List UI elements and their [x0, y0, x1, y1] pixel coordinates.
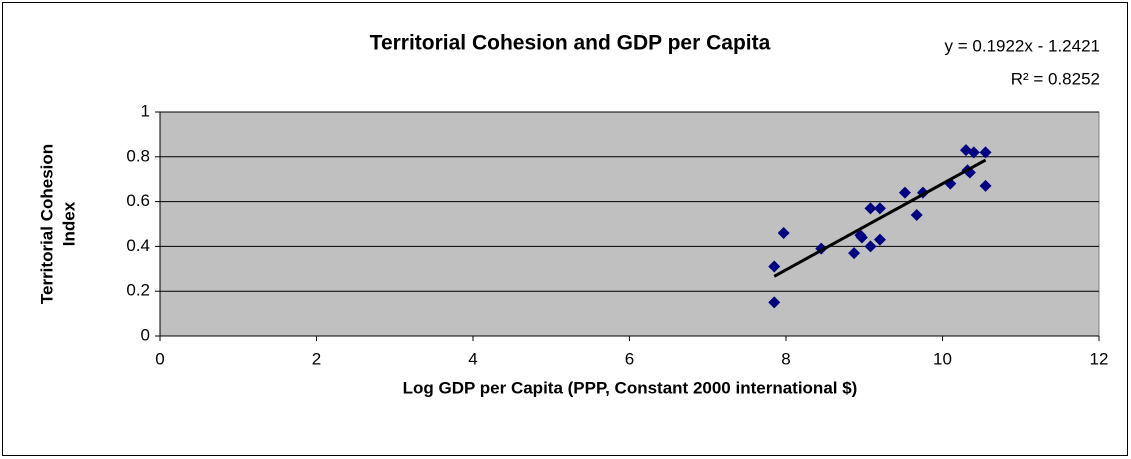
point — [979, 146, 992, 159]
point — [848, 247, 861, 260]
trend-equation: y = 0.1922x - 1.2421 — [945, 36, 1100, 55]
trend-r2: R² = 0.8252 — [1011, 69, 1100, 88]
y-axis-title: Index — [59, 201, 78, 246]
point — [768, 296, 781, 309]
x-tick-label: 2 — [312, 349, 321, 368]
y-tick-label: 1 — [141, 101, 150, 120]
y-tick-label: 0.2 — [126, 281, 150, 300]
x-tick-label: 0 — [155, 349, 164, 368]
point — [777, 226, 790, 239]
trendline — [773, 158, 987, 278]
point — [910, 209, 923, 222]
y-tick-label: 0.8 — [126, 146, 150, 165]
x-tick-label: 8 — [781, 349, 790, 368]
point — [873, 202, 886, 215]
point — [768, 260, 781, 273]
x-tick-label: 4 — [468, 349, 477, 368]
point — [864, 202, 877, 215]
point — [855, 231, 868, 244]
x-tick-label: 6 — [625, 349, 634, 368]
y-axis-title: Territorial Cohesion — [37, 144, 56, 304]
y-tick-label: 0.4 — [126, 236, 150, 255]
point — [864, 240, 877, 253]
plot-area — [159, 111, 1100, 337]
point — [967, 146, 980, 159]
point — [873, 233, 886, 246]
point — [898, 186, 911, 199]
y-tick-label: 0 — [141, 325, 150, 344]
x-axis-title: Log GDP per Capita (PPP, Constant 2000 i… — [403, 378, 858, 397]
chart-title: Territorial Cohesion and GDP per Capita — [370, 32, 771, 55]
point — [979, 179, 992, 192]
x-tick-label: 12 — [1090, 349, 1109, 368]
y-tick-label: 0.6 — [126, 191, 150, 210]
x-tick-label: 10 — [933, 349, 952, 368]
